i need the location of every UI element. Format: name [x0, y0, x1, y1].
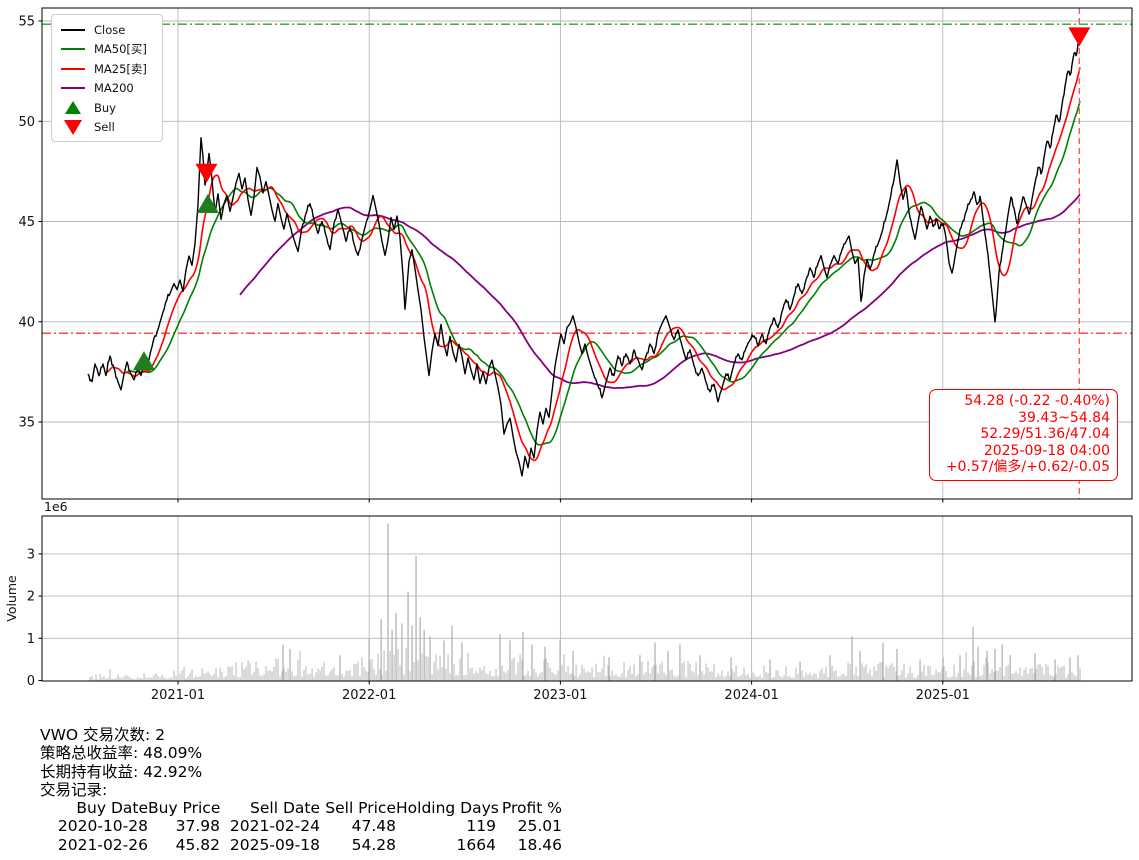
annotation-band-range: 39.43~54.84 — [1018, 409, 1110, 426]
close-line-swatch — [58, 28, 88, 31]
svg-text:Volume: Volume — [4, 575, 19, 622]
buy-marker-icon — [58, 101, 88, 115]
col-profit-pct: Profit % — [501, 799, 562, 818]
legend-item-close: Close — [58, 20, 156, 40]
trades-header-row: Buy Date Buy Price Sell Date Sell Price … — [40, 799, 562, 817]
svg-text:3: 3 — [27, 547, 35, 562]
legend-label: MA200 — [94, 81, 134, 96]
svg-text:2023-01: 2023-01 — [533, 688, 587, 703]
sell-price: 54.28 — [351, 835, 396, 854]
profit-pct: 25.01 — [517, 817, 562, 836]
svg-text:35: 35 — [18, 416, 35, 431]
legend-item-buy: Buy — [58, 98, 156, 118]
buy-hold-return: 长期持有收益: 42.92% — [40, 762, 203, 781]
svg-text:45: 45 — [18, 215, 35, 230]
holding-days: 1664 — [456, 835, 496, 854]
legend-label: Close — [94, 22, 126, 37]
legend-label: Buy — [94, 100, 116, 115]
legend-label: Sell — [94, 120, 115, 135]
svg-text:1: 1 — [27, 632, 35, 647]
svg-text:40: 40 — [18, 315, 35, 330]
gridlines — [42, 8, 1132, 681]
col-holding-days: Holding Days — [396, 799, 499, 818]
trade-records-label: 交易记录: — [40, 780, 108, 799]
buy-price: 45.82 — [175, 835, 220, 854]
legend-item-ma25: MA25[卖] — [58, 59, 156, 79]
ma25-line-swatch — [58, 67, 88, 70]
close-price-line — [87, 32, 1081, 477]
col-buy-price: Buy Price — [148, 799, 221, 818]
trade-row-2: 2021-02-26 45.82 2025-09-18 54.28 1664 1… — [40, 836, 562, 854]
annotation-datetime: 2025-09-18 04:00 — [983, 442, 1110, 459]
last-price-annotation: 54.28 (-0.22 -0.40%) 39.43~54.84 52.29/5… — [929, 389, 1118, 481]
strategy-stats: VWO 交易次数: 2 策略总收益率: 48.09% 长期持有收益: 42.92… — [40, 726, 562, 854]
legend: Close MA50[买] MA25[卖] MA200 Buy Sell — [51, 14, 163, 142]
sell-price: 47.48 — [351, 817, 396, 836]
svg-text:2: 2 — [27, 590, 35, 605]
trade-count: VWO 交易次数: 2 — [40, 726, 166, 744]
buy-date: 2020-10-28 — [57, 817, 148, 836]
legend-item-ma200: MA200 — [58, 79, 156, 99]
svg-text:0: 0 — [27, 674, 35, 689]
sell-marker-icon — [58, 119, 88, 135]
volume-bars — [89, 523, 1081, 681]
buy-sell-markers — [132, 27, 1091, 371]
legend-item-ma50: MA50[买] — [58, 40, 156, 60]
col-sell-price: Sell Price — [325, 799, 396, 818]
svg-text:1e6: 1e6 — [44, 499, 68, 514]
svg-text:2025-01: 2025-01 — [916, 688, 970, 703]
svg-text:50: 50 — [18, 115, 35, 130]
col-sell-date: Sell Date — [250, 799, 320, 818]
strategy-total-return: 策略总收益率: 48.09% — [40, 744, 203, 763]
ma50-line — [125, 100, 1081, 446]
legend-label: MA50[买] — [94, 42, 147, 57]
ma200-line-swatch — [58, 87, 88, 90]
svg-text:2024-01: 2024-01 — [724, 688, 778, 703]
legend-item-sell: Sell — [58, 118, 156, 138]
band-lines — [42, 23, 1132, 334]
sell-date: 2025-09-18 — [229, 835, 320, 854]
annotation-signal: +0.57/偏多/+0.62/-0.05 — [945, 459, 1110, 476]
svg-text:2021-01: 2021-01 — [151, 688, 205, 703]
annotation-ma-values: 52.29/51.36/47.04 — [980, 426, 1110, 443]
profit-pct: 18.46 — [517, 835, 562, 854]
trade-row-1: 2020-10-28 37.98 2021-02-24 47.48 119 25… — [40, 817, 562, 835]
buy-price: 37.98 — [175, 817, 220, 836]
sell-date: 2021-02-24 — [229, 817, 320, 836]
svg-text:55: 55 — [18, 15, 35, 30]
legend-label: MA25[卖] — [94, 61, 147, 76]
svg-text:2022-01: 2022-01 — [342, 688, 396, 703]
col-buy-date: Buy Date — [76, 799, 148, 818]
buy-date: 2021-02-26 — [57, 835, 148, 854]
ma25-line — [106, 67, 1081, 462]
annotation-price-change: 54.28 (-0.22 -0.40%) — [964, 393, 1110, 409]
holding-days: 119 — [466, 817, 496, 836]
ma50-line-swatch — [58, 48, 88, 51]
